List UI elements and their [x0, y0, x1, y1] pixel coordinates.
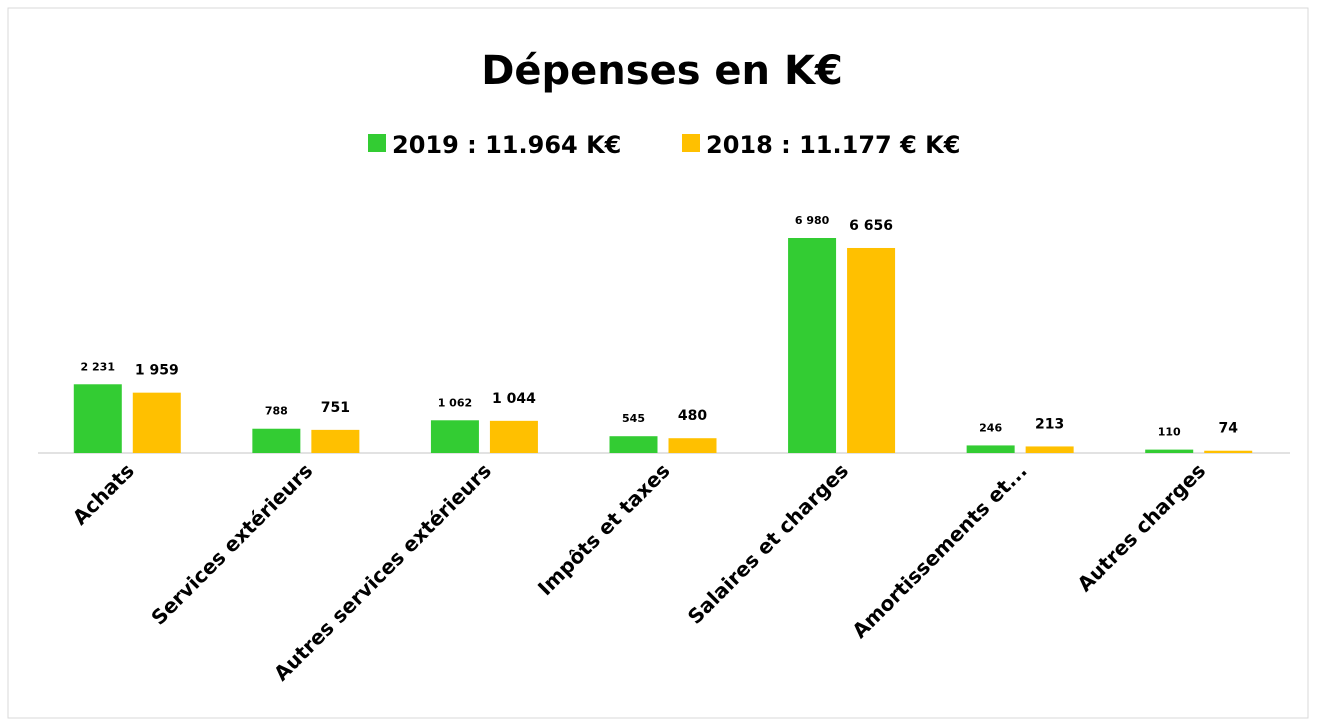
data-label: 246 [979, 421, 1002, 434]
chart-title: Dépenses en K€ [481, 48, 843, 94]
bar [430, 420, 479, 453]
bar [668, 438, 717, 453]
bar [609, 436, 658, 453]
bar [1025, 446, 1074, 453]
legend-label: 2019 : 11.964 K€ [392, 131, 621, 159]
bar [132, 392, 181, 453]
bar [252, 428, 301, 453]
bar [788, 238, 837, 453]
data-label: 545 [622, 412, 645, 425]
data-label: 480 [678, 408, 707, 424]
data-label: 751 [321, 400, 350, 416]
data-label: 110 [1158, 426, 1181, 439]
data-label: 788 [265, 405, 288, 418]
data-label: 1 044 [492, 391, 536, 407]
legend-label: 2018 : 11.177 € K€ [706, 131, 960, 159]
bar [1145, 449, 1194, 453]
data-label: 1 959 [135, 363, 179, 379]
data-label: 213 [1035, 416, 1064, 432]
data-label: 2 231 [81, 360, 115, 373]
data-label: 74 [1218, 421, 1238, 437]
legend-swatch [368, 134, 386, 152]
chart-frame [7, 7, 1309, 719]
bar [966, 445, 1015, 453]
data-label: 6 656 [849, 218, 893, 234]
data-label: 1 062 [438, 396, 472, 409]
bar [489, 420, 538, 453]
data-label: 6 980 [795, 214, 830, 227]
bar [311, 429, 360, 453]
bar [1204, 450, 1253, 453]
legend-swatch [682, 134, 700, 152]
bar [847, 247, 896, 453]
bar [73, 384, 122, 453]
